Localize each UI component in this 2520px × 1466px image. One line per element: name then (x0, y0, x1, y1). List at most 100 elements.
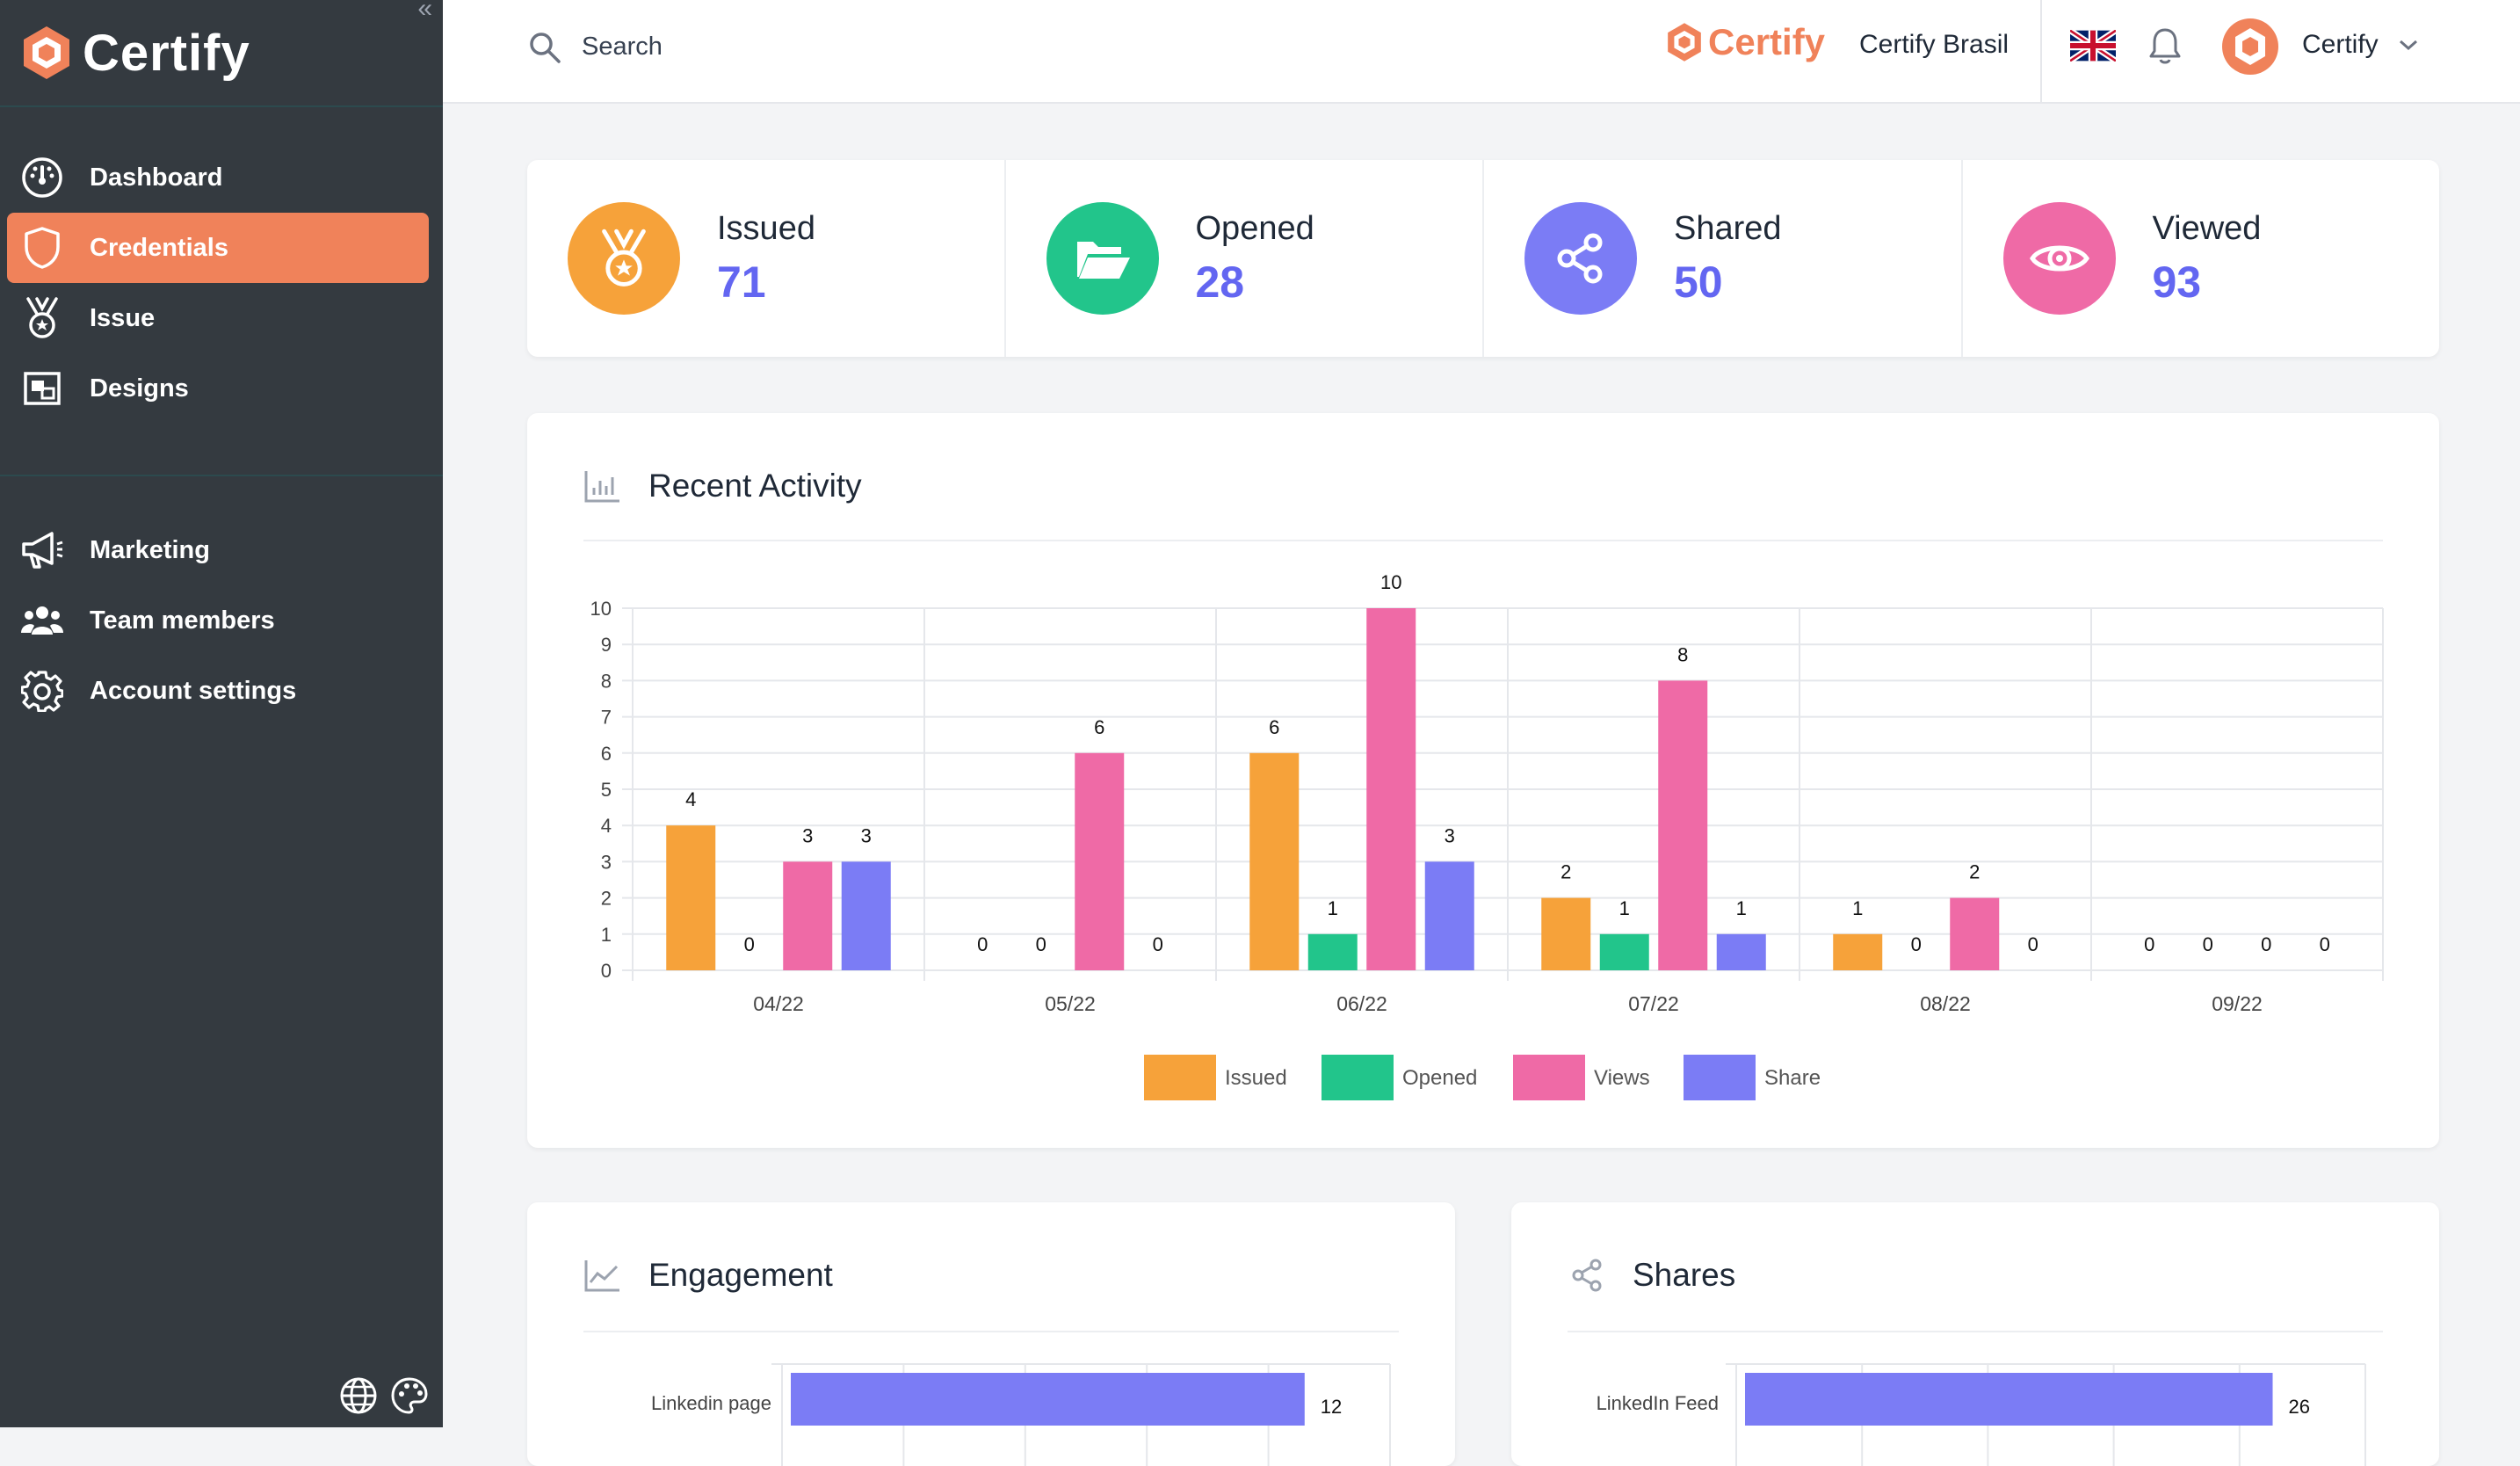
stat-value: 93 (2152, 257, 2202, 307)
organization-name: Certify Brasil (1859, 30, 2009, 59)
data-label: 2 (1561, 861, 1571, 883)
notification-bell-icon[interactable] (2147, 26, 2183, 65)
certify-logo-icon (1668, 23, 1701, 62)
data-label: 0 (744, 933, 755, 955)
data-label: 12 (1321, 1396, 1342, 1418)
sidebar-item-dashboard[interactable]: Dashboard (7, 142, 429, 213)
sidebar-item-issue[interactable]: Issue (7, 283, 429, 353)
legend-swatch-share (1684, 1055, 1756, 1100)
data-label: 0 (1153, 933, 1163, 955)
sidebar-divider (0, 475, 443, 476)
stat-label: Viewed (2152, 209, 2262, 247)
legend-swatch-opened (1322, 1055, 1394, 1100)
stat-shared[interactable]: Shared 50 (1484, 160, 1963, 357)
folder-open-icon (1046, 202, 1159, 315)
y-tick-label: 0 (601, 960, 612, 982)
palette-icon[interactable] (390, 1376, 429, 1415)
y-tick-label: 5 (601, 779, 612, 801)
user-avatar[interactable] (2221, 18, 2279, 76)
stat-label: Issued (717, 209, 815, 247)
sidebar-item-label: Credentials (90, 233, 228, 262)
data-label: 0 (2261, 933, 2271, 955)
sidebar-item-team-members[interactable]: Team members (7, 585, 429, 656)
x-tick-label: 07/22 (1628, 992, 1679, 1015)
dashboard-icon (19, 155, 65, 200)
sidebar-item-credentials[interactable]: Credentials (7, 213, 429, 283)
category-label: Linkedin page (651, 1392, 771, 1414)
bar-opened (1307, 933, 1358, 970)
data-label: 0 (2320, 933, 2330, 955)
bar-issued (1541, 897, 1591, 970)
search-input[interactable] (582, 25, 1109, 69)
data-label: 2 (1969, 861, 1980, 883)
shares-card: Shares LinkedIn Feed 26 (1511, 1202, 2439, 1466)
y-tick-label: 10 (590, 598, 612, 620)
collapse-sidebar-icon[interactable]: « (417, 0, 432, 23)
data-label: 1 (1852, 897, 1863, 919)
card-title: Recent Activity (648, 468, 862, 504)
uk-flag-icon[interactable] (2070, 30, 2116, 62)
stat-value: 50 (1674, 257, 1723, 307)
certify-logo-icon (24, 26, 69, 79)
topbar-brand[interactable]: Certify (1666, 21, 1825, 63)
line-chart-icon (584, 1260, 619, 1292)
bar-share (841, 861, 891, 970)
brand-name: Certify (83, 24, 250, 82)
card-title: Engagement (648, 1257, 833, 1293)
stats-panel: Issued 71 Opened 28 Shared 50 Viewed 93 (527, 160, 2439, 357)
x-tick-label: 04/22 (753, 992, 804, 1015)
bar-issued (1249, 752, 1300, 970)
globe-icon[interactable] (339, 1376, 378, 1415)
data-label: 26 (2289, 1396, 2310, 1418)
sidebar-item-designs[interactable]: Designs (7, 353, 429, 424)
data-label: 1 (1619, 897, 1630, 919)
bar (791, 1373, 1305, 1426)
stat-opened[interactable]: Opened 28 (1006, 160, 1484, 357)
y-tick-label: 4 (601, 815, 612, 837)
sidebar-item-label: Account settings (90, 676, 297, 705)
data-label: 0 (1036, 933, 1046, 955)
sidebar-item-label: Designs (90, 374, 189, 403)
category-label: LinkedIn Feed (1597, 1392, 1719, 1414)
chevron-down-icon[interactable] (2397, 35, 2420, 54)
card-header: Engagement (583, 1257, 833, 1294)
data-label: 4 (685, 788, 696, 810)
sidebar-item-account-settings[interactable]: Account settings (7, 656, 429, 726)
stat-value: 28 (1195, 257, 1245, 307)
topbar-brand-name: Certify (1708, 21, 1826, 62)
bar-share (1716, 933, 1766, 970)
data-label: 0 (1911, 933, 1922, 955)
share-icon (1572, 1259, 1602, 1292)
stat-value: 71 (717, 257, 766, 307)
topbar-divider (2040, 0, 2042, 104)
stat-issued[interactable]: Issued 71 (527, 160, 1006, 357)
legend-label: Opened (1402, 1066, 1477, 1090)
card-divider (1568, 1331, 2383, 1332)
team-icon (19, 598, 65, 643)
designs-icon (19, 366, 65, 411)
stat-viewed[interactable]: Viewed 93 (1963, 160, 2440, 357)
data-label: 0 (2028, 933, 2038, 955)
bar-views (1658, 680, 1708, 970)
sidebar-menu: Dashboard Credentials Issue Designs M (0, 107, 443, 726)
data-label: 1 (1736, 897, 1747, 919)
sidebar-item-marketing[interactable]: Marketing (7, 515, 429, 585)
y-tick-label: 6 (601, 743, 612, 765)
medal-icon (568, 202, 680, 315)
data-label: 6 (1094, 716, 1104, 738)
user-name[interactable]: Certify (2302, 30, 2379, 59)
data-label: 8 (1677, 643, 1688, 665)
data-label: 3 (802, 824, 813, 846)
sidebar-item-label: Issue (90, 303, 156, 332)
bar-views (1075, 752, 1125, 970)
card-divider (583, 540, 2383, 541)
y-tick-label: 9 (601, 634, 612, 656)
stat-label: Shared (1674, 209, 1782, 247)
data-label: 3 (1445, 824, 1455, 846)
card-header: Shares (1568, 1257, 1735, 1294)
shield-icon (19, 225, 65, 271)
engagement-chart: Linkedin page 12 (651, 1363, 1391, 1466)
sidebar-footer (339, 1376, 429, 1415)
gear-icon (19, 668, 65, 714)
sidebar-brand[interactable]: Certify « (0, 0, 443, 107)
